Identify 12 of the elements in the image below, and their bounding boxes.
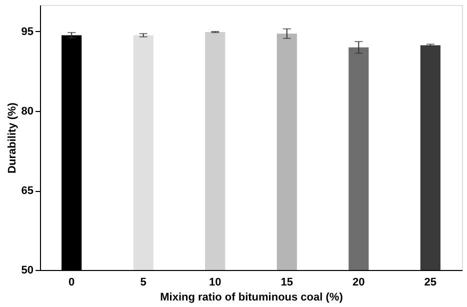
y-tick-label: 80 (21, 106, 34, 118)
x-tick-label: 15 (280, 276, 294, 288)
x-tick-label: 25 (424, 276, 437, 288)
x-axis-title: Mixing ratio of bituminous coal (%) (160, 292, 344, 304)
y-tick-label: 50 (21, 264, 34, 276)
x-tick-label: 20 (352, 276, 365, 288)
x-tick-label: 10 (208, 276, 222, 288)
x-tick-label: 5 (140, 276, 146, 288)
x-tick-label: 0 (68, 276, 75, 288)
y-axis-title: Durability (%) (6, 102, 18, 174)
y-tick-label: 65 (21, 185, 34, 197)
y-tick-label: 95 (21, 26, 34, 38)
